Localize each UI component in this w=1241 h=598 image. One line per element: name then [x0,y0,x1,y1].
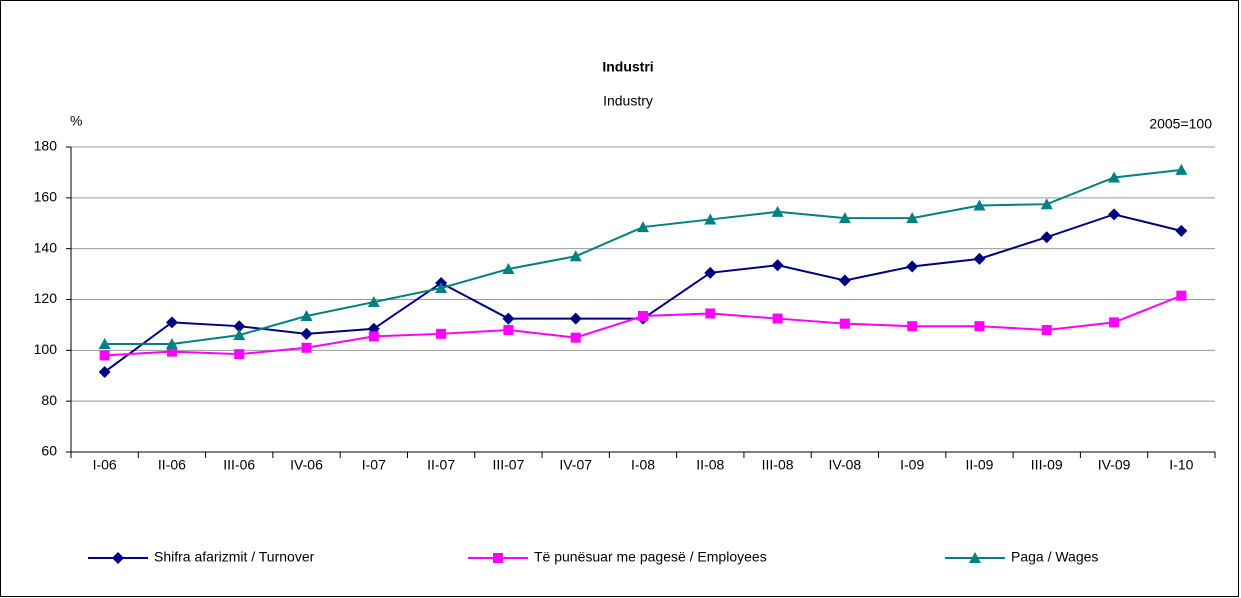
square-marker [234,349,245,360]
diamond-marker [569,312,582,325]
x-tick-label: I-06 [93,457,117,473]
y-tick-label: 60 [41,443,57,459]
triangle-marker [973,199,986,211]
square-marker [907,321,918,332]
square-marker [705,308,716,319]
triangle-marker [771,205,784,217]
triangle-marker [704,213,717,225]
diamond-marker [906,260,919,273]
annotation: 2005=100 [1149,116,1212,132]
x-tick-label: I-10 [1169,457,1193,473]
y-axis-label: % [70,113,82,129]
triangle-marker [233,329,246,341]
x-tick-label: I-09 [900,457,924,473]
x-tick-label: II-06 [158,457,186,473]
square-marker [493,553,503,563]
square-marker [1109,317,1120,328]
x-tick-label: IV-07 [559,457,592,473]
diamond-marker [1040,231,1053,244]
x-tick-label: IV-08 [829,457,862,473]
square-marker [166,346,177,357]
triangle-marker [969,552,981,563]
square-marker [974,321,985,332]
diamond-marker [973,252,986,265]
diamond-marker [233,320,246,333]
x-tick-label: III-09 [1031,457,1063,473]
diamond-marker [165,316,178,329]
square-marker [638,311,648,322]
diamond-marker [1108,208,1121,221]
triangle-marker [98,337,111,349]
square-marker [1176,290,1187,301]
diamond-marker [704,266,717,279]
x-tick-label: II-08 [696,457,724,473]
diamond-marker [771,259,784,272]
x-tick-label: IV-09 [1098,457,1131,473]
diamond-marker [98,365,111,378]
triangle-marker [1040,198,1053,210]
y-tick-label: 100 [34,341,58,357]
triangle-marker [637,221,649,233]
legend-label: Paga / Wages [1011,549,1098,565]
triangle-marker [1175,163,1188,175]
square-marker [368,331,379,342]
triangle-marker [906,212,919,224]
triangle-marker [569,250,582,262]
diamond-marker [300,327,313,340]
square-marker [772,313,783,324]
triangle-marker [165,337,178,349]
y-tick-label: 80 [41,392,57,408]
x-tick-label: III-08 [762,457,794,473]
diamond-marker [112,552,124,564]
y-tick-label: 180 [34,138,58,154]
square-marker [99,350,110,361]
square-marker [570,332,581,343]
diamond-marker [1175,224,1188,237]
triangle-marker [1108,171,1121,183]
triangle-marker [502,263,515,274]
chart-title: Industri [602,59,653,75]
diamond-marker [502,312,515,325]
triangle-marker [435,282,448,294]
x-tick-label: II-09 [965,457,993,473]
square-marker [1041,325,1052,335]
square-marker [301,342,312,353]
y-tick-label: 140 [34,239,58,255]
triangle-marker [838,212,851,224]
y-tick-label: 120 [34,290,58,306]
square-marker [839,318,850,329]
diamond-marker [838,274,851,287]
square-marker [436,328,447,339]
triangle-marker [300,310,313,322]
x-tick-label: IV-06 [290,457,323,473]
x-tick-label: III-06 [223,457,255,473]
chart-subtitle: Industry [603,93,653,109]
x-tick-label: I-08 [631,457,655,473]
legend-label: Shifra afarizmit / Turnover [154,549,315,565]
triangle-marker [367,296,380,308]
legend-label: Të punësuar me pagesë / Employees [534,549,767,565]
square-marker [503,325,514,335]
x-tick-label: I-07 [362,457,386,473]
x-tick-label: II-07 [427,457,455,473]
x-tick-label: III-07 [492,457,524,473]
y-tick-label: 160 [34,189,58,205]
